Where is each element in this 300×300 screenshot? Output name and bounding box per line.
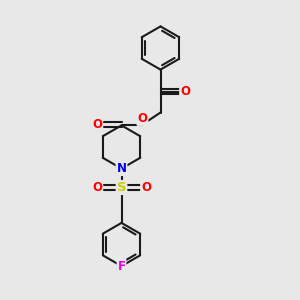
Text: O: O bbox=[92, 118, 102, 131]
Text: O: O bbox=[92, 181, 102, 194]
Text: O: O bbox=[180, 85, 190, 98]
Text: N: N bbox=[116, 162, 127, 175]
Text: S: S bbox=[117, 181, 126, 194]
Text: O: O bbox=[137, 112, 148, 125]
Text: F: F bbox=[118, 260, 125, 273]
Text: O: O bbox=[141, 181, 151, 194]
